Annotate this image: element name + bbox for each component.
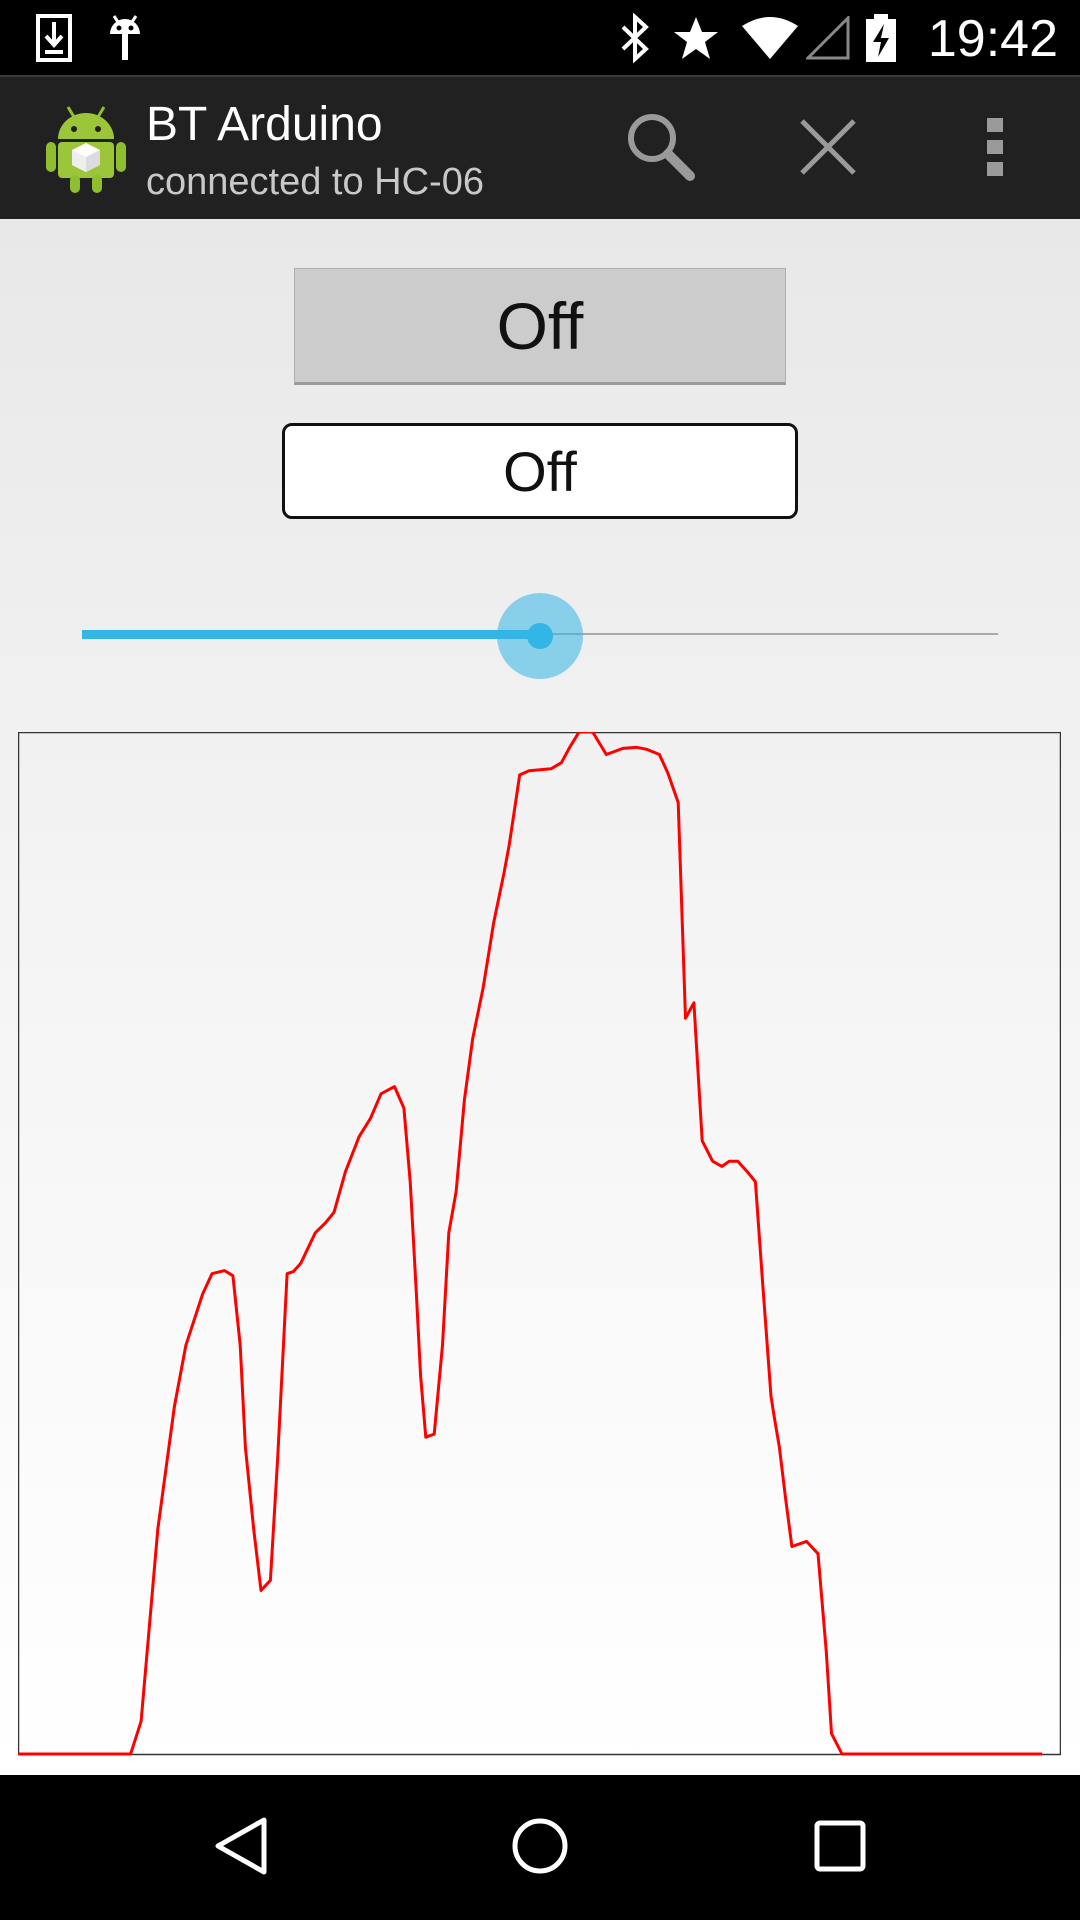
- app-icon: [44, 103, 128, 195]
- bluetooth-icon: [618, 0, 652, 75]
- slider-progress: [82, 630, 540, 639]
- toggle-button[interactable]: Off: [282, 423, 798, 519]
- seek-slider[interactable]: [82, 587, 998, 683]
- recents-icon: [812, 1818, 868, 1878]
- search-icon: [624, 110, 698, 188]
- home-icon: [510, 1816, 570, 1880]
- connection-subtitle: connected to HC-06: [146, 161, 484, 203]
- recents-button[interactable]: [780, 1793, 900, 1903]
- status-time: 19:42: [927, 10, 1058, 68]
- action-bar: BT Arduino connected to HC-06: [0, 75, 1080, 219]
- star-icon: [672, 0, 720, 75]
- graph-series-line: [18, 732, 1043, 1756]
- battery-charging-icon: [864, 0, 898, 75]
- status-bar: 19:42: [0, 0, 1080, 75]
- close-icon: [798, 117, 858, 181]
- overflow-menu-button[interactable]: [940, 95, 1050, 203]
- main-content: Off Off: [0, 219, 1080, 1775]
- navigation-bar: [0, 1775, 1080, 1920]
- off-button[interactable]: Off: [294, 268, 786, 385]
- graph-border: [18, 732, 1061, 1756]
- graph-canvas: [18, 732, 1061, 1756]
- app-title: BT Arduino: [146, 98, 383, 151]
- download-icon: [36, 0, 72, 75]
- overflow-menu-icon: [985, 116, 1005, 182]
- back-button[interactable]: [180, 1793, 300, 1903]
- back-icon: [212, 1816, 268, 1880]
- home-button[interactable]: [480, 1793, 600, 1903]
- android-debug-icon: [106, 0, 144, 75]
- slider-thumb[interactable]: [527, 623, 553, 649]
- disconnect-button[interactable]: [773, 95, 883, 203]
- wifi-icon: [740, 0, 800, 75]
- signal-icon: [806, 0, 850, 75]
- search-button[interactable]: [606, 95, 716, 203]
- signal-graph: [18, 732, 1061, 1756]
